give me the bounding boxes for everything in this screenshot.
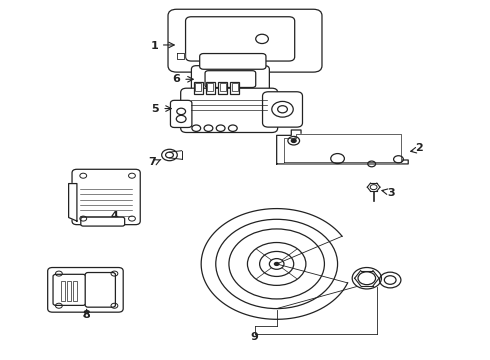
Bar (232, 83, 238, 91)
Bar (230, 82, 239, 94)
Text: 7: 7 (148, 157, 156, 167)
Text: 2: 2 (416, 143, 423, 153)
Bar (194, 82, 202, 94)
Bar (207, 83, 213, 91)
Polygon shape (201, 208, 347, 319)
FancyBboxPatch shape (171, 100, 192, 127)
Bar (73, 281, 77, 301)
Circle shape (274, 262, 280, 266)
Polygon shape (277, 130, 408, 164)
Bar (61, 281, 65, 301)
FancyBboxPatch shape (192, 66, 270, 93)
FancyBboxPatch shape (186, 17, 294, 61)
Text: 6: 6 (172, 74, 180, 84)
Text: 1: 1 (151, 41, 159, 51)
Bar (196, 83, 201, 91)
Polygon shape (69, 184, 77, 221)
Polygon shape (284, 134, 401, 162)
Bar (67, 281, 71, 301)
Bar (206, 82, 215, 94)
Text: 3: 3 (388, 188, 395, 198)
FancyBboxPatch shape (263, 92, 302, 127)
FancyBboxPatch shape (85, 273, 116, 307)
Text: 9: 9 (251, 332, 259, 342)
Text: 4: 4 (110, 211, 119, 221)
FancyBboxPatch shape (181, 88, 278, 132)
Circle shape (335, 157, 341, 161)
FancyBboxPatch shape (72, 169, 140, 225)
Text: 8: 8 (83, 310, 91, 320)
FancyBboxPatch shape (200, 54, 266, 69)
FancyBboxPatch shape (53, 274, 86, 305)
FancyBboxPatch shape (205, 71, 256, 87)
Text: 5: 5 (151, 104, 159, 113)
Polygon shape (177, 53, 184, 59)
FancyBboxPatch shape (168, 9, 322, 72)
Bar (218, 82, 227, 94)
Circle shape (291, 139, 296, 143)
Bar (220, 83, 225, 91)
FancyBboxPatch shape (48, 267, 123, 312)
FancyBboxPatch shape (81, 217, 124, 226)
